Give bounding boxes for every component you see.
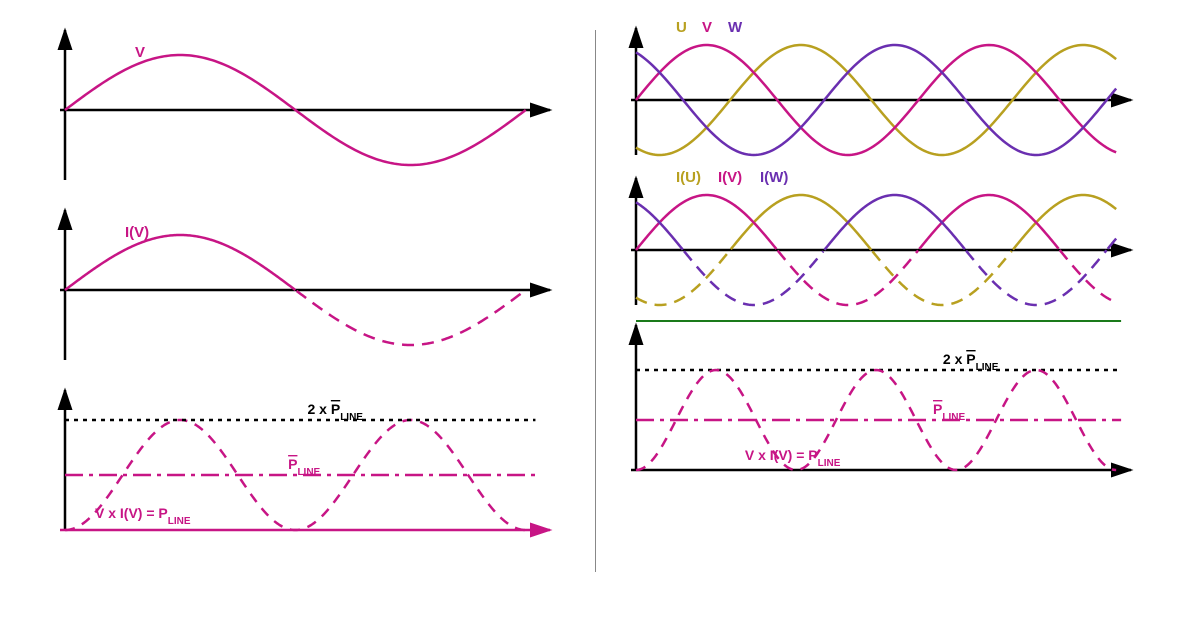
svg-text:V x I(V) = PLINE: V x I(V) = PLINE bbox=[745, 447, 841, 469]
svg-text:I(W): I(W) bbox=[760, 170, 788, 186]
svg-text:PLINE: PLINE bbox=[933, 401, 965, 423]
right-power-plot: U x I(U) + V x I(V) + W x I(W) = P3Phase… bbox=[611, 320, 1156, 490]
svg-text:V x I(V) = PLINE: V x I(V) = PLINE bbox=[95, 505, 191, 527]
left-power-plot: 2 x PLINEPLINEV x I(V) = PLINE bbox=[35, 380, 580, 550]
right-voltage-plot: UVW bbox=[611, 20, 1156, 160]
right-current-plot: I(U) I(V) I(W) bbox=[611, 170, 1156, 310]
svg-text:W: W bbox=[728, 20, 743, 36]
svg-text:V: V bbox=[135, 44, 145, 61]
svg-text:V: V bbox=[702, 20, 712, 36]
svg-text:I(V): I(V) bbox=[718, 170, 742, 186]
svg-text:PLINE: PLINE bbox=[288, 456, 320, 478]
svg-text:U: U bbox=[676, 20, 687, 36]
svg-text:I(U): I(U) bbox=[676, 170, 701, 186]
svg-text:I(V): I(V) bbox=[125, 224, 149, 241]
left-voltage-plot: V bbox=[35, 20, 580, 190]
left-current-plot: I(V) bbox=[35, 200, 580, 370]
